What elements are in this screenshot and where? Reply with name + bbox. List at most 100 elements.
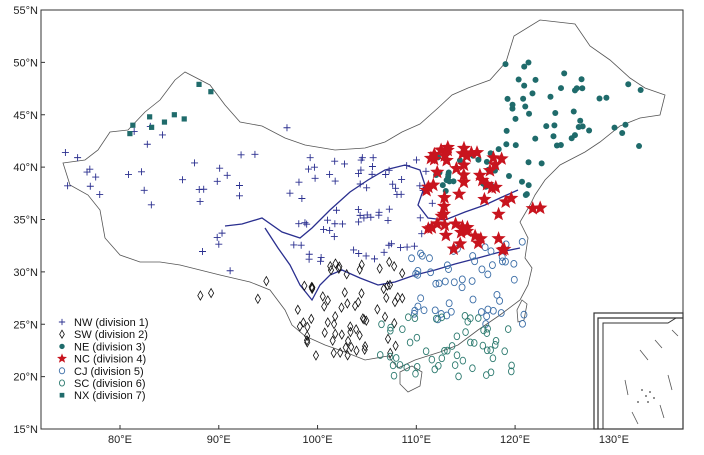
station-diamond bbox=[399, 267, 406, 279]
station-circle bbox=[441, 277, 449, 286]
legend-label: NC (division 4) bbox=[74, 354, 146, 366]
station-star bbox=[436, 206, 451, 221]
station-star bbox=[486, 150, 501, 164]
station-star bbox=[436, 198, 452, 213]
station-diamond bbox=[254, 293, 261, 305]
station-circle bbox=[484, 270, 492, 279]
station-dot bbox=[571, 132, 578, 139]
station-star bbox=[429, 216, 445, 230]
station-ring bbox=[479, 341, 487, 350]
station-diamond bbox=[348, 341, 355, 353]
station-cross bbox=[362, 252, 370, 260]
station-circle bbox=[418, 251, 426, 260]
station-star bbox=[419, 182, 434, 197]
station-circle bbox=[417, 249, 425, 258]
station-dot bbox=[59, 343, 65, 350]
station-circle bbox=[414, 267, 422, 275]
station-cross bbox=[356, 180, 364, 188]
station-dot bbox=[551, 122, 558, 129]
station-diamond bbox=[342, 342, 349, 353]
station-square bbox=[147, 114, 153, 120]
station-dot bbox=[483, 158, 490, 165]
station-markers bbox=[61, 59, 644, 381]
station-diamond bbox=[399, 292, 406, 304]
station-cross bbox=[339, 220, 347, 228]
legend-label: CJ (division 5) bbox=[74, 366, 144, 378]
station-diamond bbox=[341, 287, 348, 298]
station-ring bbox=[455, 372, 462, 381]
station-cross bbox=[403, 243, 411, 251]
station-diamond bbox=[332, 328, 339, 340]
station-diamond bbox=[392, 340, 399, 352]
station-circle bbox=[431, 306, 439, 315]
station-circle bbox=[468, 277, 476, 285]
station-star bbox=[433, 142, 449, 157]
station-star bbox=[427, 146, 442, 161]
station-circle bbox=[487, 247, 495, 256]
station-ring bbox=[484, 324, 491, 333]
station-star bbox=[430, 164, 445, 179]
station-ring bbox=[448, 342, 456, 350]
station-diamond bbox=[330, 318, 338, 330]
station-diamond bbox=[308, 281, 315, 293]
x-tick-label: 100°E bbox=[303, 434, 333, 446]
station-square bbox=[196, 81, 202, 87]
station-diamond bbox=[321, 301, 328, 312]
station-dot bbox=[596, 95, 603, 102]
station-cross bbox=[368, 170, 376, 178]
station-cross bbox=[357, 166, 365, 174]
station-star bbox=[472, 167, 487, 182]
station-cross bbox=[58, 318, 66, 326]
station-cross bbox=[350, 246, 358, 254]
station-cross bbox=[360, 214, 368, 222]
station-cross bbox=[147, 201, 155, 209]
station-ring bbox=[405, 313, 412, 322]
station-diamond bbox=[330, 347, 337, 359]
station-dot bbox=[520, 95, 527, 102]
station-cross bbox=[382, 171, 390, 179]
station-square bbox=[181, 116, 187, 122]
station-cross bbox=[124, 170, 132, 178]
station-cross bbox=[235, 192, 243, 200]
station-diamond bbox=[294, 304, 301, 316]
station-cross bbox=[303, 220, 311, 228]
station-dot bbox=[603, 94, 610, 101]
station-dot bbox=[525, 182, 532, 189]
station-diamond bbox=[361, 344, 368, 356]
station-cross bbox=[393, 190, 401, 198]
station-cross bbox=[398, 175, 406, 183]
station-dot bbox=[522, 103, 529, 110]
station-cross bbox=[380, 248, 388, 256]
station-dot bbox=[637, 87, 644, 94]
station-diamond bbox=[263, 275, 270, 287]
station-cross bbox=[235, 181, 243, 189]
station-circle bbox=[445, 265, 452, 273]
station-cross bbox=[213, 177, 221, 185]
station-dot bbox=[525, 159, 532, 166]
station-diamond bbox=[386, 256, 393, 268]
station-circle bbox=[458, 275, 466, 284]
station-cross bbox=[356, 211, 364, 219]
y-tick-label: 35°N bbox=[13, 215, 38, 227]
station-cross bbox=[74, 154, 82, 162]
station-ring bbox=[462, 328, 469, 336]
station-star bbox=[494, 151, 509, 165]
x-tick-label: 130°E bbox=[599, 434, 629, 446]
station-cross bbox=[218, 229, 226, 237]
station-circle bbox=[477, 308, 485, 316]
station-ring bbox=[489, 354, 497, 363]
station-star bbox=[459, 148, 474, 163]
station-star bbox=[448, 216, 463, 231]
station-ring bbox=[403, 363, 411, 372]
y-tick-label: 40°N bbox=[13, 162, 38, 174]
station-cross bbox=[397, 244, 405, 252]
legend: NW (division 1)SW (division 2)NE (divisi… bbox=[57, 317, 149, 402]
station-star bbox=[464, 145, 479, 159]
station-diamond bbox=[359, 313, 366, 324]
station-circle bbox=[489, 306, 497, 315]
station-ring bbox=[392, 354, 400, 362]
station-diamond bbox=[304, 337, 311, 348]
station-cross bbox=[83, 168, 91, 176]
station-ring bbox=[461, 311, 469, 320]
station-cross bbox=[137, 168, 145, 176]
